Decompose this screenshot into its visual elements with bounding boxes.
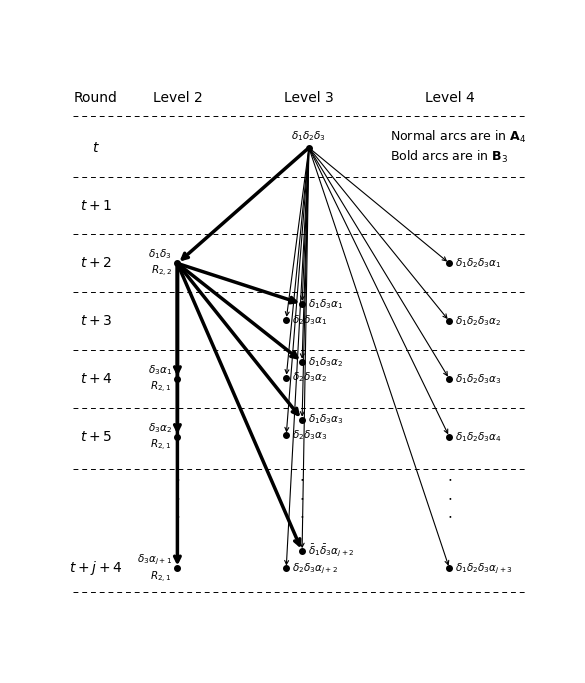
- Text: $t+2$: $t+2$: [80, 256, 112, 270]
- Text: $\delta_1\delta_2\delta_3\alpha_{j+3}$: $\delta_1\delta_2\delta_3\alpha_{j+3}$: [455, 561, 512, 576]
- Text: $t+4$: $t+4$: [80, 372, 112, 386]
- Text: $\delta_1\delta_2\delta_3\alpha_2$: $\delta_1\delta_2\delta_3\alpha_2$: [455, 314, 501, 328]
- Text: $\delta_3\alpha_{j+1}$
$R_{2,1}$: $\delta_3\alpha_{j+1}$ $R_{2,1}$: [137, 552, 172, 585]
- Text: $\delta_1\delta_2\delta_3\alpha_3$: $\delta_1\delta_2\delta_3\alpha_3$: [455, 372, 501, 386]
- Text: Round: Round: [74, 91, 118, 104]
- Text: $t+3$: $t+3$: [80, 314, 112, 329]
- Text: $\cdot$: $\cdot$: [447, 508, 452, 523]
- Text: $\bar{\delta}_1\bar{\delta}_3\alpha_{j+2}$: $\bar{\delta}_1\bar{\delta}_3\alpha_{j+2…: [308, 543, 354, 559]
- Text: $\cdot$: $\cdot$: [300, 471, 305, 486]
- Text: Level 4: Level 4: [425, 91, 474, 104]
- Text: $\cdot$: $\cdot$: [175, 508, 180, 523]
- Text: $t$: $t$: [92, 141, 99, 154]
- Text: Bold arcs are in $\mathbf{B}_3$: Bold arcs are in $\mathbf{B}_3$: [390, 149, 508, 165]
- Text: $\delta_2\delta_3\alpha_2$: $\delta_2\delta_3\alpha_2$: [292, 371, 327, 385]
- Text: $\cdot$: $\cdot$: [447, 490, 452, 505]
- Text: $\delta_1\delta_3$
$R_{2,2}$: $\delta_1\delta_3$ $R_{2,2}$: [148, 247, 172, 279]
- Text: Level 2: Level 2: [153, 91, 202, 104]
- Text: $\delta_2\delta_3\alpha_1$: $\delta_2\delta_3\alpha_1$: [292, 313, 327, 326]
- Text: $\cdot$: $\cdot$: [300, 508, 305, 523]
- Text: $\cdot$: $\cdot$: [447, 471, 452, 486]
- Text: $t+j+4$: $t+j+4$: [69, 559, 122, 577]
- Text: Level 3: Level 3: [284, 91, 334, 104]
- Text: $t+5$: $t+5$: [80, 430, 112, 444]
- Text: $\cdot$: $\cdot$: [175, 471, 180, 486]
- Text: $\delta_1\delta_2\delta_3\alpha_1$: $\delta_1\delta_2\delta_3\alpha_1$: [455, 257, 501, 270]
- Text: $\delta_1\delta_2\delta_3$: $\delta_1\delta_2\delta_3$: [291, 129, 326, 143]
- Text: $\delta_3\alpha_1$
$R_{2,1}$: $\delta_3\alpha_1$ $R_{2,1}$: [148, 363, 172, 395]
- Text: $\delta_2\delta_3\alpha_{j+2}$: $\delta_2\delta_3\alpha_{j+2}$: [292, 561, 338, 576]
- Text: $\delta_3\alpha_2$
$R_{2,1}$: $\delta_3\alpha_2$ $R_{2,1}$: [148, 421, 172, 453]
- Text: Normal arcs are in $\mathbf{A}_4$: Normal arcs are in $\mathbf{A}_4$: [390, 129, 526, 145]
- Text: $\delta_2\delta_3\alpha_3$: $\delta_2\delta_3\alpha_3$: [292, 428, 327, 443]
- Text: $\delta_1\delta_2\delta_3\alpha_4$: $\delta_1\delta_2\delta_3\alpha_4$: [455, 430, 502, 444]
- Text: $\delta_1\delta_3\alpha_1$: $\delta_1\delta_3\alpha_1$: [308, 297, 343, 311]
- Text: $t+1$: $t+1$: [80, 199, 112, 212]
- Text: $\delta_1\delta_3\alpha_2$: $\delta_1\delta_3\alpha_2$: [308, 355, 343, 369]
- Text: $\delta_1\delta_3\alpha_3$: $\delta_1\delta_3\alpha_3$: [308, 413, 343, 426]
- Text: $\cdot$: $\cdot$: [175, 490, 180, 505]
- Text: $\cdot$: $\cdot$: [300, 490, 305, 505]
